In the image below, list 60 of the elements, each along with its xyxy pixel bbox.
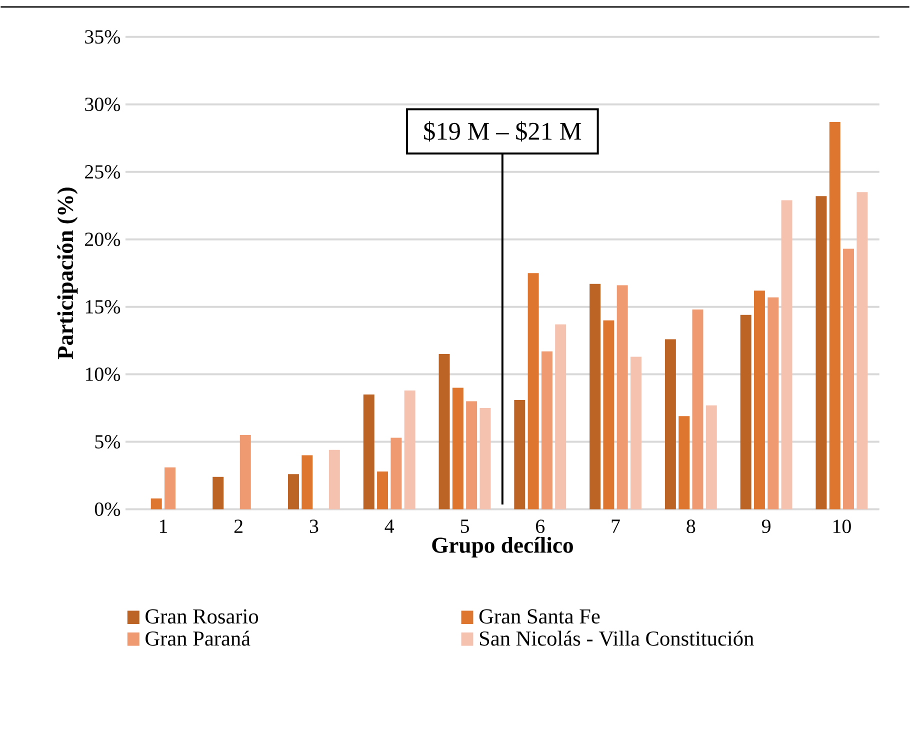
y-tick-label: 10% <box>86 368 120 382</box>
bar <box>452 388 464 510</box>
bar <box>514 400 526 510</box>
bar <box>816 196 827 510</box>
x-tick-label: 1 <box>160 520 167 533</box>
y-tick-label: 15% <box>86 300 120 314</box>
y-tick-label: 5% <box>95 435 120 449</box>
bar <box>363 394 374 510</box>
y-tick-label: 25% <box>85 165 120 179</box>
bar <box>240 435 251 510</box>
bar <box>740 314 752 510</box>
legend-label: Gran Santa Fe <box>479 609 600 624</box>
x-tick-label: 7 <box>612 520 620 533</box>
x-tick-label: 3 <box>310 520 318 534</box>
bar <box>390 438 402 510</box>
bar <box>528 273 539 510</box>
bar <box>829 122 840 510</box>
bar <box>377 471 388 510</box>
x-tick-label: 10 <box>833 520 851 534</box>
bar <box>466 401 478 510</box>
y-axis-title: Participación (%) <box>57 188 78 360</box>
y-tick-label: 0% <box>94 502 120 516</box>
bar <box>164 467 176 510</box>
bar <box>603 320 614 510</box>
legend-label: Gran Rosario <box>146 609 258 624</box>
y-tick-label: 20% <box>85 232 120 246</box>
x-tick-label: 9 <box>762 520 770 534</box>
bar <box>555 324 566 510</box>
bar <box>302 455 313 510</box>
bar <box>212 476 224 510</box>
bar <box>590 284 601 510</box>
legend-label: Gran Paraná <box>146 630 250 646</box>
bar <box>768 297 779 510</box>
x-tick-label: 6 <box>536 520 545 534</box>
bar <box>438 354 450 510</box>
bar <box>404 390 416 510</box>
bar <box>856 192 868 510</box>
x-tick-label: 4 <box>384 520 394 533</box>
legend-label: San Nicolás - Villa Constitución <box>480 630 754 646</box>
bar <box>843 248 854 510</box>
bar <box>616 285 628 510</box>
bar <box>630 356 642 510</box>
bar <box>754 290 765 510</box>
x-tick-label: 2 <box>234 520 242 533</box>
bar <box>541 351 552 510</box>
bar <box>288 474 299 510</box>
x-tick-label: 8 <box>686 520 696 534</box>
bar <box>480 408 491 510</box>
bar <box>692 310 704 510</box>
bar <box>678 416 690 510</box>
bar <box>781 200 792 510</box>
bar <box>328 450 340 510</box>
x-axis-title: Grupo decílico <box>432 536 573 558</box>
y-tick-label: 35% <box>85 30 120 44</box>
y-tick-label: 30% <box>85 98 120 112</box>
x-tick-label: 5 <box>460 520 469 533</box>
bar <box>706 405 717 510</box>
ref-line-label: $19 M – $21 M <box>424 121 582 142</box>
bar <box>150 498 162 510</box>
bar <box>664 339 676 510</box>
